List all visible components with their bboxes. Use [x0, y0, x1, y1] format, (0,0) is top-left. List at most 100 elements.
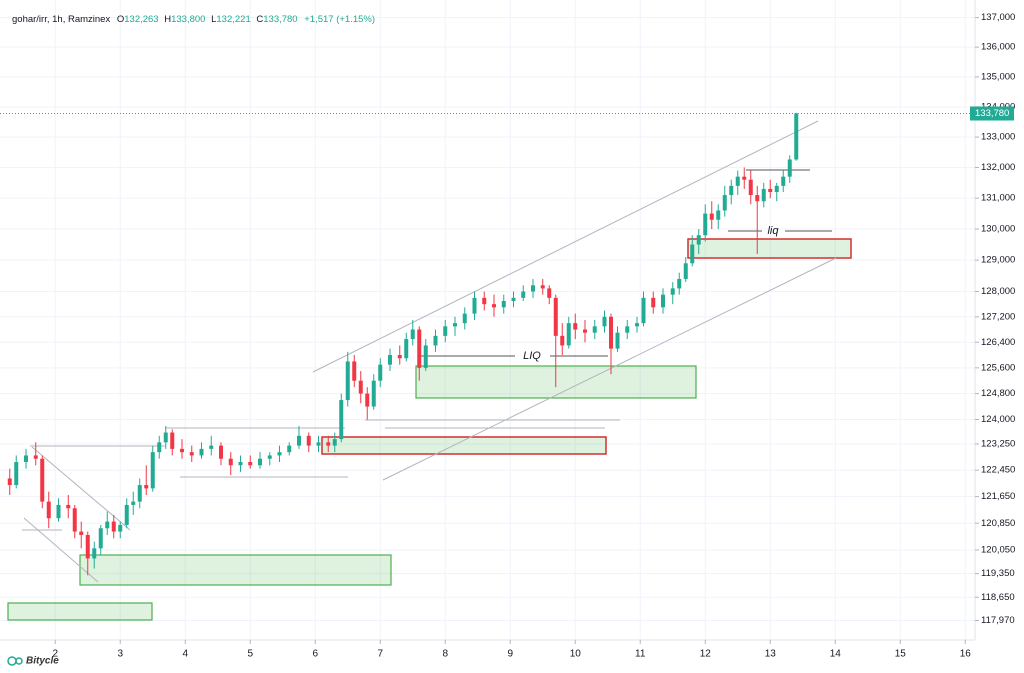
candle-body [24, 455, 28, 463]
candle-body [703, 213, 708, 236]
candle-body [404, 339, 409, 359]
candle-body [661, 294, 665, 308]
candle-body [111, 521, 116, 532]
trend-line [23, 517, 99, 583]
candle-body [378, 364, 383, 381]
candle-body [105, 521, 110, 529]
x-tick-label: 8 [442, 649, 448, 660]
x-tick-label: 9 [507, 649, 513, 660]
y-tick-label: 118,650 [981, 592, 1015, 603]
candle-body [781, 176, 786, 186]
candle-body [170, 432, 175, 449]
candle-body [46, 501, 51, 519]
x-tick-label: 6 [312, 649, 318, 660]
candle-body [768, 188, 773, 192]
ohlc-value: 133,780 [263, 14, 297, 25]
ohlc-value: 133,800 [171, 14, 205, 25]
x-tick-label: 11 [635, 649, 646, 660]
symbol: gohar/irr, 1h, Ramzinex [12, 14, 110, 25]
y-tick-label: 126,400 [981, 337, 1015, 348]
x-tick-label: 7 [377, 649, 383, 660]
candle-body [56, 504, 61, 519]
candle-body [553, 297, 558, 336]
candle-body [189, 452, 194, 456]
candle-body [306, 435, 311, 446]
candle-body [615, 332, 620, 349]
candle-body [79, 531, 84, 535]
y-tick-label: 137,000 [981, 12, 1015, 23]
candle-body [365, 393, 370, 407]
candle-body [72, 508, 77, 532]
x-tick-label: 5 [247, 649, 253, 660]
candle-body [209, 445, 214, 449]
grid [0, 0, 975, 640]
candle-body [219, 445, 223, 459]
y-tick-label: 133,000 [981, 132, 1015, 143]
ohlc-key: C [256, 14, 263, 25]
candle-body [677, 278, 682, 289]
x-tick-label: 14 [830, 649, 842, 660]
candle-body [7, 478, 12, 486]
candle-body [748, 179, 753, 196]
candle-body [735, 176, 740, 186]
y-tick-label: 124,800 [981, 388, 1015, 399]
x-tick-label: 4 [182, 649, 188, 660]
candle-body [316, 442, 321, 446]
annotation: LIQ [523, 350, 541, 362]
candle-body [592, 326, 597, 333]
candle-body [492, 304, 496, 308]
candle-body [150, 452, 155, 489]
candle-body [696, 235, 701, 245]
candle-body [433, 335, 438, 346]
candle-body [716, 210, 721, 220]
candle-body [137, 485, 142, 502]
candle-body [566, 323, 571, 346]
candle-body [238, 462, 243, 466]
candle-body [98, 528, 103, 549]
candle-body [609, 316, 613, 349]
y-tick-label: 130,000 [981, 224, 1015, 235]
candle-body [583, 329, 587, 333]
candle-body [794, 113, 799, 160]
candle-body [690, 244, 695, 264]
candle-body [228, 458, 233, 466]
candle-body [501, 300, 506, 308]
last-price-tag [970, 106, 1014, 121]
x-tick-label: 2 [52, 649, 58, 660]
candle-body [531, 285, 535, 292]
candle-body [157, 442, 162, 453]
candles [0, 112, 975, 576]
change: +1,517 (+1.15%) [304, 14, 375, 25]
ohlc-value: 132,221 [216, 14, 250, 25]
candle-body [761, 188, 766, 202]
candle-body [423, 345, 428, 368]
x-tick-label: 12 [700, 649, 712, 660]
candle-body [92, 548, 97, 559]
candle-body [358, 380, 363, 394]
candle-body [248, 462, 253, 466]
candle-body [85, 534, 90, 559]
candle-body [511, 297, 516, 301]
candle-body [40, 458, 45, 502]
candle-body [453, 323, 457, 327]
candle-body [417, 329, 422, 368]
candle-body [462, 313, 467, 324]
candle-body [14, 462, 19, 486]
header: gohar/irr, 1h, Ramzinex O132,263 H133,80… [12, 14, 375, 25]
candle-body [547, 288, 552, 298]
candle-body [33, 455, 38, 459]
candle-body [443, 326, 448, 336]
drawings: LIQ liq [7, 120, 852, 621]
candle-body [755, 195, 760, 202]
zone [687, 238, 852, 259]
y-tick-label: 135,000 [981, 71, 1015, 82]
x-tick-label: 16 [960, 649, 972, 660]
ohlc-key: H [164, 14, 171, 25]
candle-body [774, 185, 779, 192]
candle-body [124, 504, 129, 525]
candle-body [651, 297, 656, 308]
candle-body [131, 501, 136, 505]
candle-body [573, 323, 578, 330]
axes: 137,000136,000135,000134,000133,000132,0… [52, 12, 1015, 660]
